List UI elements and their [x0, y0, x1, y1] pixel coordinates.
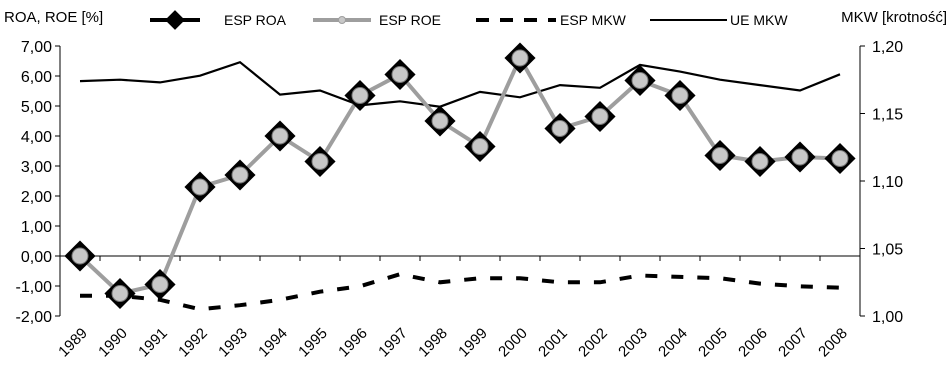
- legend-item-ue-mkw: UE MKW: [650, 12, 788, 28]
- esp-roe-marker: [151, 276, 169, 293]
- x-tick-label: 1989: [55, 325, 91, 361]
- legend-item-esp-mkw: ESP MKW: [476, 12, 627, 28]
- x-tick-label: 2006: [735, 325, 771, 361]
- x-tick-label: 2000: [495, 325, 531, 361]
- legend-label-esp-roa: ESP ROA: [224, 12, 287, 28]
- left-tick-label: 7,00: [21, 39, 52, 56]
- left-tick-label: -2,00: [16, 309, 53, 326]
- esp-roe-marker: [631, 72, 649, 89]
- esp-roe-marker: [751, 153, 769, 170]
- x-tick-label: 2005: [695, 325, 731, 361]
- right-tick-label: 1,10: [872, 174, 903, 191]
- x-tick-label: 1992: [175, 325, 211, 361]
- legend-item-esp-roe: ESP ROE: [313, 12, 441, 28]
- right-tick-label: 1,15: [872, 107, 903, 124]
- esp-roe-marker: [711, 147, 729, 164]
- x-tick-label: 1990: [95, 325, 131, 361]
- x-tick-label: 1995: [295, 325, 331, 361]
- legend-swatch-esp-roe-marker: [338, 16, 346, 24]
- x-tick-label: 2004: [655, 325, 691, 361]
- legend-item-esp-roa: ESP ROA: [150, 10, 287, 30]
- left-tick-label: 3,00: [21, 159, 52, 176]
- esp-roe-marker: [831, 150, 849, 167]
- x-tick-label: 2002: [575, 325, 611, 361]
- left-tick-label: 1,00: [21, 219, 52, 236]
- esp-roe-marker: [231, 166, 249, 184]
- esp-roe-marker: [551, 120, 569, 137]
- legend-label-ue-mkw: UE MKW: [730, 12, 788, 28]
- right-tick-label: 1,00: [872, 309, 903, 326]
- esp-roe-marker: [271, 127, 289, 145]
- x-tick-label: 2007: [775, 325, 811, 361]
- x-tick-label: 1993: [215, 325, 251, 361]
- esp-roe-marker: [591, 108, 609, 125]
- ue-mkw-line: [79, 60, 841, 108]
- legend: ESP ROA ESP ROE ESP MKW UE MKW: [150, 10, 788, 30]
- x-tick-label: 2008: [815, 325, 851, 361]
- legend-label-esp-mkw: ESP MKW: [560, 12, 627, 28]
- esp-roe-marker: [671, 87, 689, 104]
- left-tick-label: 4,00: [21, 129, 52, 146]
- esp-roe-marker: [791, 148, 809, 166]
- esp-roe-marker: [111, 285, 129, 302]
- left-tick-label: 5,00: [21, 99, 52, 116]
- legend-swatch-esp-roa-marker: [165, 10, 185, 30]
- left-tick-label: 2,00: [21, 189, 52, 206]
- x-axis-ticks: 1989 1990 1991 1992 1993 1994 1995 1996 1997 1998…: [55, 256, 861, 361]
- right-tick-label: 1,05: [872, 242, 903, 259]
- series-layer: [64, 42, 856, 312]
- right-axis-title: MKW [krotność]: [841, 9, 947, 26]
- x-tick-label: 1997: [375, 325, 411, 361]
- x-tick-label: 2001: [535, 325, 571, 361]
- esp-roe-marker: [71, 247, 89, 265]
- esp-roe-marker: [311, 153, 329, 170]
- x-tick-label: 2003: [615, 325, 651, 361]
- esp-roe-marker: [391, 66, 409, 83]
- esp-roe-marker: [351, 87, 369, 104]
- left-axis-ticks: 7,00 6,00 5,00 4,00 3,00 2,00 1,00 0,00 -1,00 -2,…: [16, 39, 60, 326]
- left-tick-label: -1,00: [16, 279, 53, 296]
- legend-label-esp-roe: ESP ROE: [379, 12, 441, 28]
- left-axis-title: ROA, ROE [%]: [4, 9, 103, 26]
- left-tick-label: 0,00: [21, 249, 52, 266]
- esp-mkw-line: [80, 272, 841, 312]
- esp-roe-marker: [511, 49, 529, 67]
- x-tick-label: 1991: [135, 325, 171, 361]
- left-tick-label: 6,00: [21, 69, 52, 86]
- x-tick-label: 1996: [335, 325, 371, 361]
- x-tick-label: 1998: [415, 325, 451, 361]
- x-tick-label: 1994: [255, 325, 291, 361]
- esp-roe-marker: [191, 178, 209, 196]
- esp-roe-marker: [431, 112, 449, 130]
- x-tick-label: 1999: [455, 325, 491, 361]
- right-tick-label: 1,20: [872, 39, 903, 56]
- esp-roe-marker: [471, 138, 489, 155]
- right-axis-ticks: 1,20 1,15 1,10 1,05 1,00: [860, 39, 903, 326]
